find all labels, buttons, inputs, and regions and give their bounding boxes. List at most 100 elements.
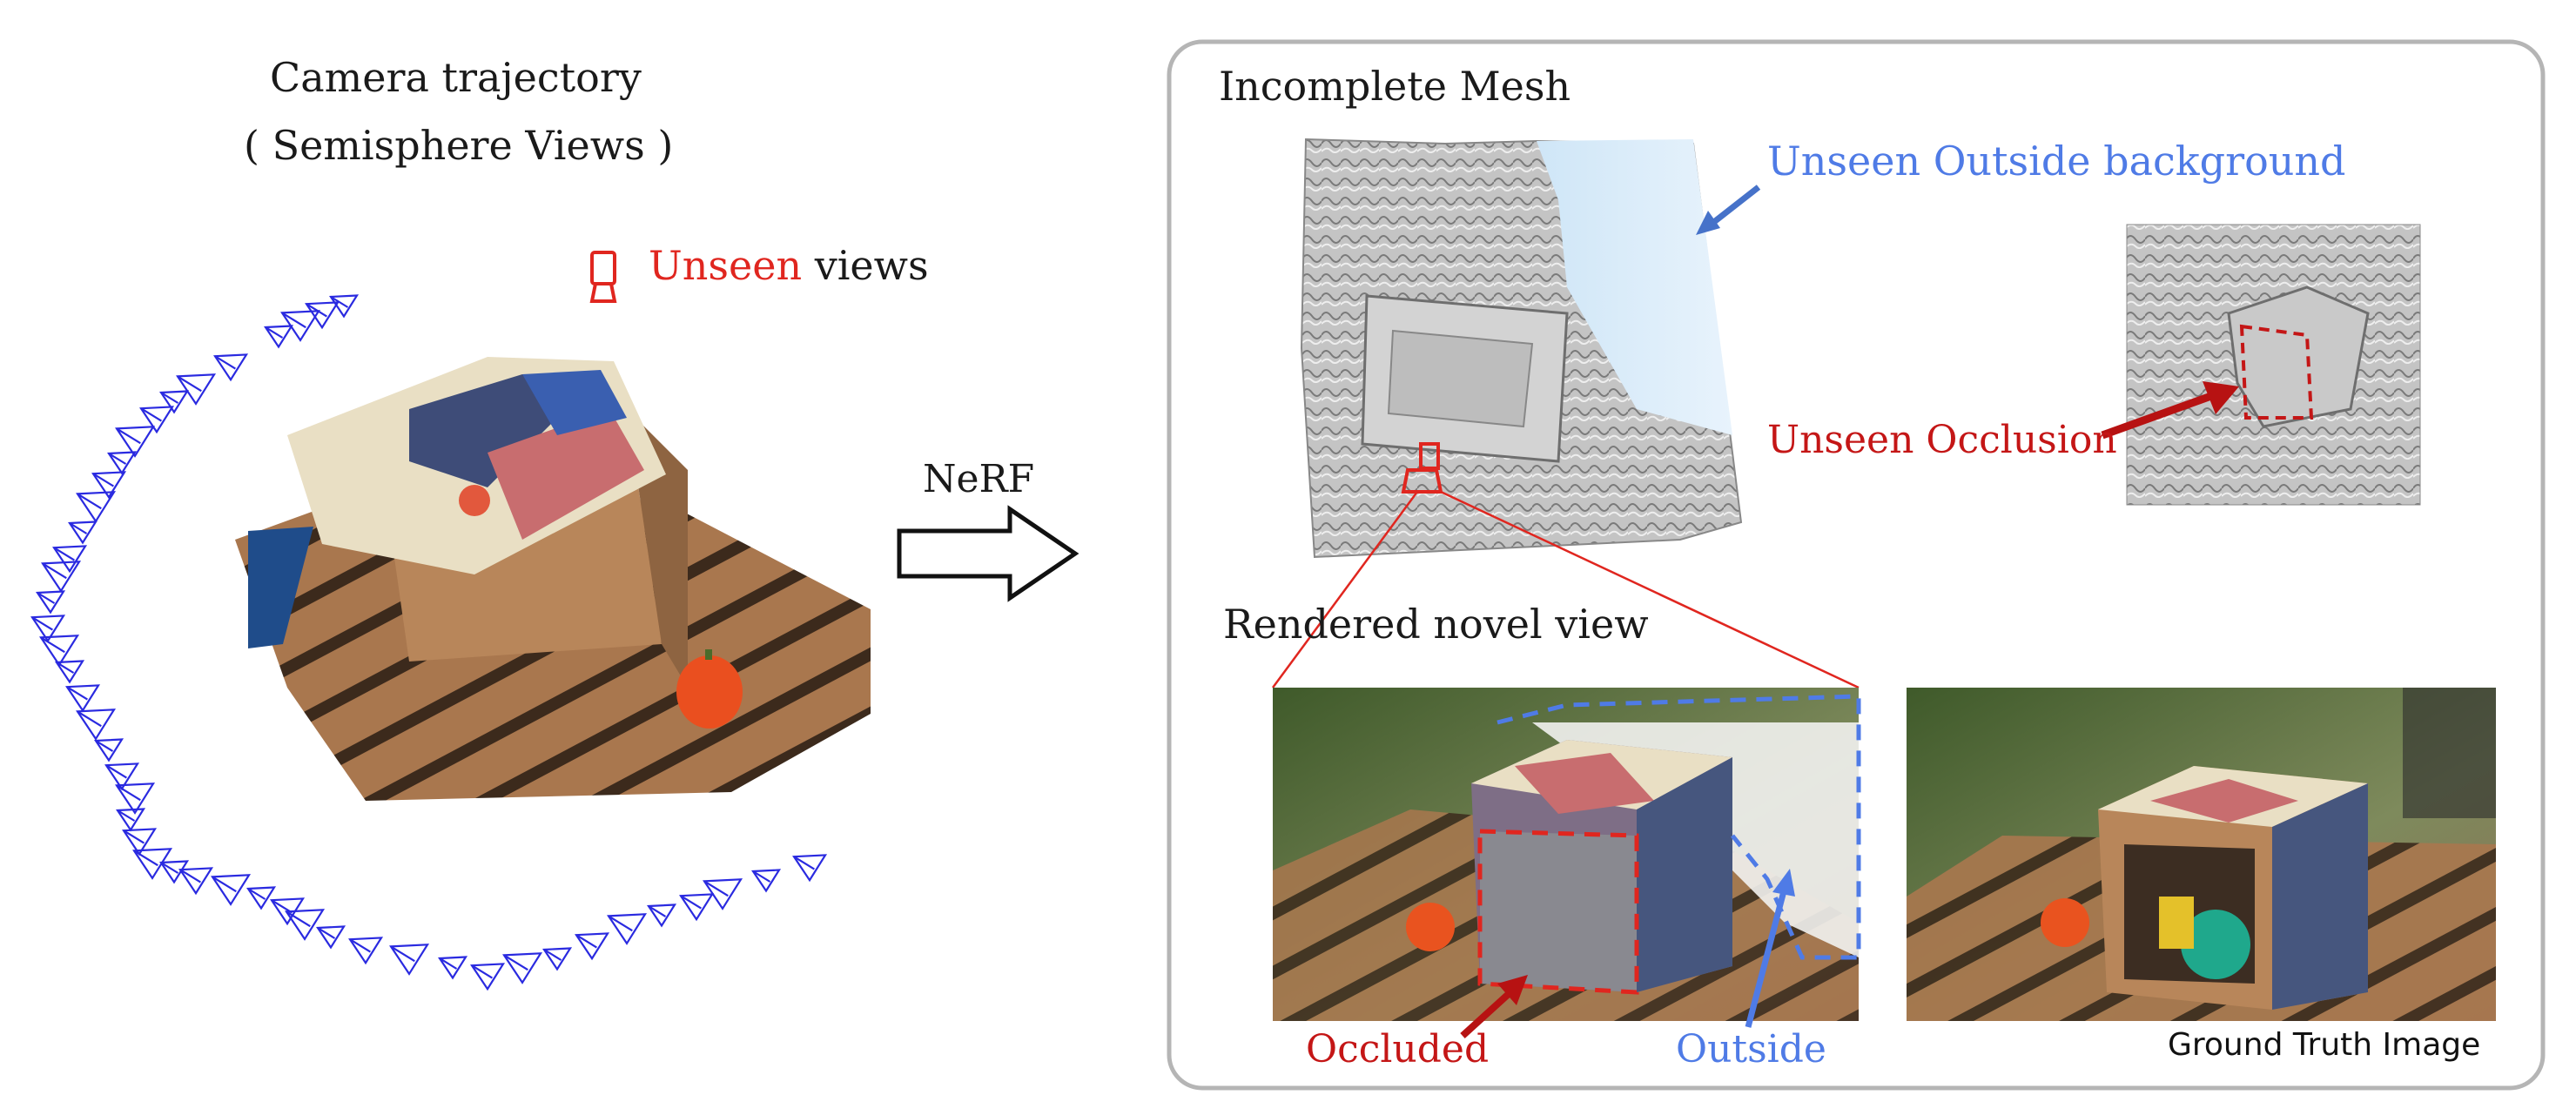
camera-frustum-edge [133,850,158,867]
mesh-title: Incomplete Mesh [1219,63,1571,110]
camera-frustum-edge [648,905,667,917]
camera-frustum [36,590,66,615]
nerf-arrow [897,505,1079,602]
camera-frustum [679,893,715,922]
camera-frustum-edge [123,830,145,844]
camera-frustum-edge [281,312,306,329]
blue-package [248,527,313,648]
camera-frustum-edge [349,938,371,953]
camera-frustum [39,635,80,667]
outside-pointer-arrow [1745,869,1795,1028]
camera-frustum-edge [439,957,458,970]
camera-frustum-edge [40,636,65,654]
camera-frustum [470,963,506,991]
camera-frustum-edge [543,949,562,961]
legend-unseen-word: Unseen [649,242,803,289]
camera-frustum-edge [53,547,75,561]
ground-truth-image [1907,688,2496,1021]
camera-frustum [348,937,384,965]
trajectory-title: Camera trajectory [270,54,642,101]
camera-frustum [178,867,214,896]
trajectory-subtitle: ( Semisphere Views ) [244,122,674,169]
unseen-background-label: Unseen Outside background [1767,138,2346,185]
unseen-camera-icon [589,251,617,303]
occlusion-dashed-box [2239,324,2314,420]
camera-frustum-edge [703,880,729,897]
camera-frustum-edge [77,493,102,510]
camera-frustum-edge [608,915,633,932]
camera-frustum-edge [503,954,528,971]
camera-frustum [107,451,138,475]
camera-frustum [792,854,828,883]
incomplete-mesh [1300,138,1743,559]
camera-frustum-edge [160,392,179,404]
camera-frustum-edge [177,375,202,393]
artwork-blue2 [522,370,627,435]
camera-frustum [438,956,468,980]
ground-truth-label: Ground Truth Image [2168,1027,2481,1063]
background-pointer-arrow [1696,185,1761,235]
camera-frustum-edge [575,934,597,949]
camera-frustum [68,521,98,545]
camera-frustum [65,684,101,713]
rendered-novel-view [1273,688,1861,1021]
camera-frustum [55,660,85,684]
camera-frustum-edge [160,862,179,874]
camera-frustum-edge [108,453,127,465]
camera-frustum-edge [793,856,815,870]
zoom-lines [1271,490,1860,689]
pumpkin [676,655,743,729]
camera-frustum [316,925,346,950]
camera-frustum [115,783,156,815]
camera-frustum-edge [31,616,53,631]
unseen-views-legend: Unseen views [649,242,929,289]
occluded-pointer-arrow [1460,975,1528,1038]
camera-frustum [76,709,117,741]
camera-frustum-edge [752,870,771,883]
camera-frustum [41,561,82,593]
occluded-label: Occluded [1306,1027,1490,1071]
camera-frustum [122,828,158,856]
camera-frustum-edge [92,473,114,487]
camera-frustum [159,390,190,414]
artwork-sun [459,485,490,516]
camera-frustum [76,491,117,523]
camera-frustum [264,325,294,349]
camera-frustum [213,353,249,382]
camera-frustum-edge [95,740,114,752]
camera-frustum-edge [77,710,102,728]
camera-frustum-edge [390,945,415,963]
camera-frustum [211,874,252,906]
camera-frustum [91,471,127,500]
camera-frustum [246,886,277,910]
nerf-label: NeRF [923,457,1035,501]
camera-frustum [305,301,340,330]
camera-frustum [139,406,175,434]
camera-frustum [542,947,573,971]
camera-frustum [607,913,648,945]
camera-frustum-edge [37,592,56,604]
artwork-pink [488,409,644,540]
camera-frustum [115,426,156,458]
camera-frustum-edge [117,809,136,822]
camera-frustum-edge [69,522,88,534]
camera-frustum [30,615,66,643]
render-title: Rendered novel view [1223,601,1649,648]
camera-frustum-edge [212,876,237,893]
camera-frustum-edge [42,562,67,580]
legend-views-word: views [802,242,929,289]
camera-frustum [751,869,782,893]
camera-frustum-edge [471,964,493,979]
camera-frustum-edge [116,427,141,445]
camera-frustum-edge [66,686,88,701]
camera-frustum [502,952,543,984]
camera-frustum [329,294,360,319]
camera-frustum [389,944,430,976]
camera-frustum [575,932,610,961]
camera-frustum-edge [286,910,311,928]
scene-photo [235,357,871,801]
pumpkin-stem [705,649,712,660]
camera-frustum [52,545,88,574]
camera-frustum-edge [116,784,141,802]
